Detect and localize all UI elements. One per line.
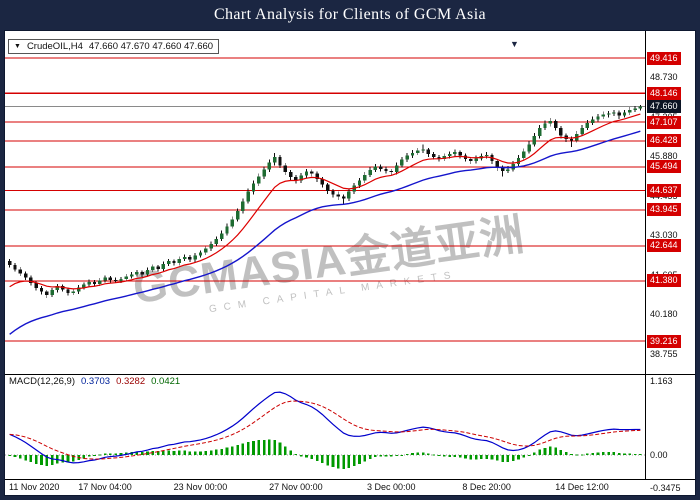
symbol-info-box: ▼ CrudeOIL,H4 47.660 47.670 47.660 47.66… [8, 39, 220, 54]
macd-scale-top-label: 1.163 [650, 376, 673, 386]
macd-panel-surface[interactable] [5, 375, 645, 478]
sr-price-label: 46.428 [647, 134, 681, 148]
chart-window: GCMASIA金道亚洲 GCM CAPITAL MARKETS ▼ ▼ Crud… [4, 30, 696, 496]
sr-price-label: 47.107 [647, 115, 681, 129]
time-axis-label: 23 Nov 00:00 [173, 482, 228, 492]
fast-ma-line [9, 113, 641, 290]
price-axis-label: 45.880 [650, 151, 678, 162]
price-axis-label: 38.755 [650, 348, 678, 359]
sr-price-label: 39.216 [647, 334, 681, 348]
macd-signal-line [9, 400, 641, 460]
time-axis-label: 11 Nov 2020 [9, 482, 60, 492]
price-scale[interactable]: 48.73047.30545.88044.45543.03041.60540.1… [646, 31, 695, 495]
ohlc-values: 47.660 47.670 47.660 47.660 [88, 41, 214, 52]
macd-value-signal: 0.3282 [116, 376, 146, 387]
symbol-label: CrudeOIL,H4 [26, 41, 83, 52]
time-axis-label: 27 Nov 00:00 [269, 482, 323, 492]
chart-marker-icon: ▼ [510, 39, 519, 49]
chart-canvas[interactable]: ▼ [5, 31, 696, 496]
macd-name: MACD(12,26,9) [9, 376, 75, 387]
time-axis-label: 8 Dec 20:00 [462, 482, 511, 492]
current-price-label: 47.660 [647, 100, 681, 114]
page-title: Chart Analysis for Clients of GCM Asia [213, 6, 487, 23]
time-axis-label: 17 Nov 04:00 [78, 482, 132, 492]
chevron-down-icon[interactable]: ▼ [14, 43, 21, 50]
price-axis-label: 43.030 [650, 230, 678, 241]
sr-price-label: 43.945 [647, 203, 681, 217]
sr-price-label: 48.146 [647, 86, 681, 100]
price-axis-label: 48.730 [650, 72, 678, 83]
sr-price-label: 45.494 [647, 160, 681, 174]
slow-ma-line [9, 130, 641, 335]
macd-value-main: 0.3703 [81, 376, 111, 387]
time-axis-label: 14 Dec 12:00 [555, 482, 609, 492]
main-chart-surface[interactable] [5, 31, 645, 374]
sr-price-label: 41.380 [647, 274, 681, 288]
time-scale[interactable]: 11 Nov 2020 17 Nov 04:00 23 Nov 00:00 27 No… [5, 479, 646, 495]
sr-price-label: 49.416 [647, 51, 681, 65]
macd-line [9, 391, 641, 464]
title-bar: Chart Analysis for Clients of GCM Asia [0, 0, 700, 30]
macd-scale-bottom-label: -0.3475 [650, 483, 681, 493]
macd-value-hist: 0.0421 [151, 376, 181, 387]
price-axis-label: 40.180 [650, 309, 678, 320]
sr-price-label: 42.644 [647, 239, 681, 253]
candles-layer [7, 105, 643, 299]
macd-scale-zero-label: 0.00 [650, 449, 668, 460]
macd-histogram [8, 439, 642, 470]
sr-price-label: 44.637 [647, 184, 681, 198]
time-axis-label: 3 Dec 00:00 [366, 482, 416, 492]
macd-indicator-label: MACD(12,26,9) 0.3703 0.3282 0.0421 [9, 376, 180, 387]
